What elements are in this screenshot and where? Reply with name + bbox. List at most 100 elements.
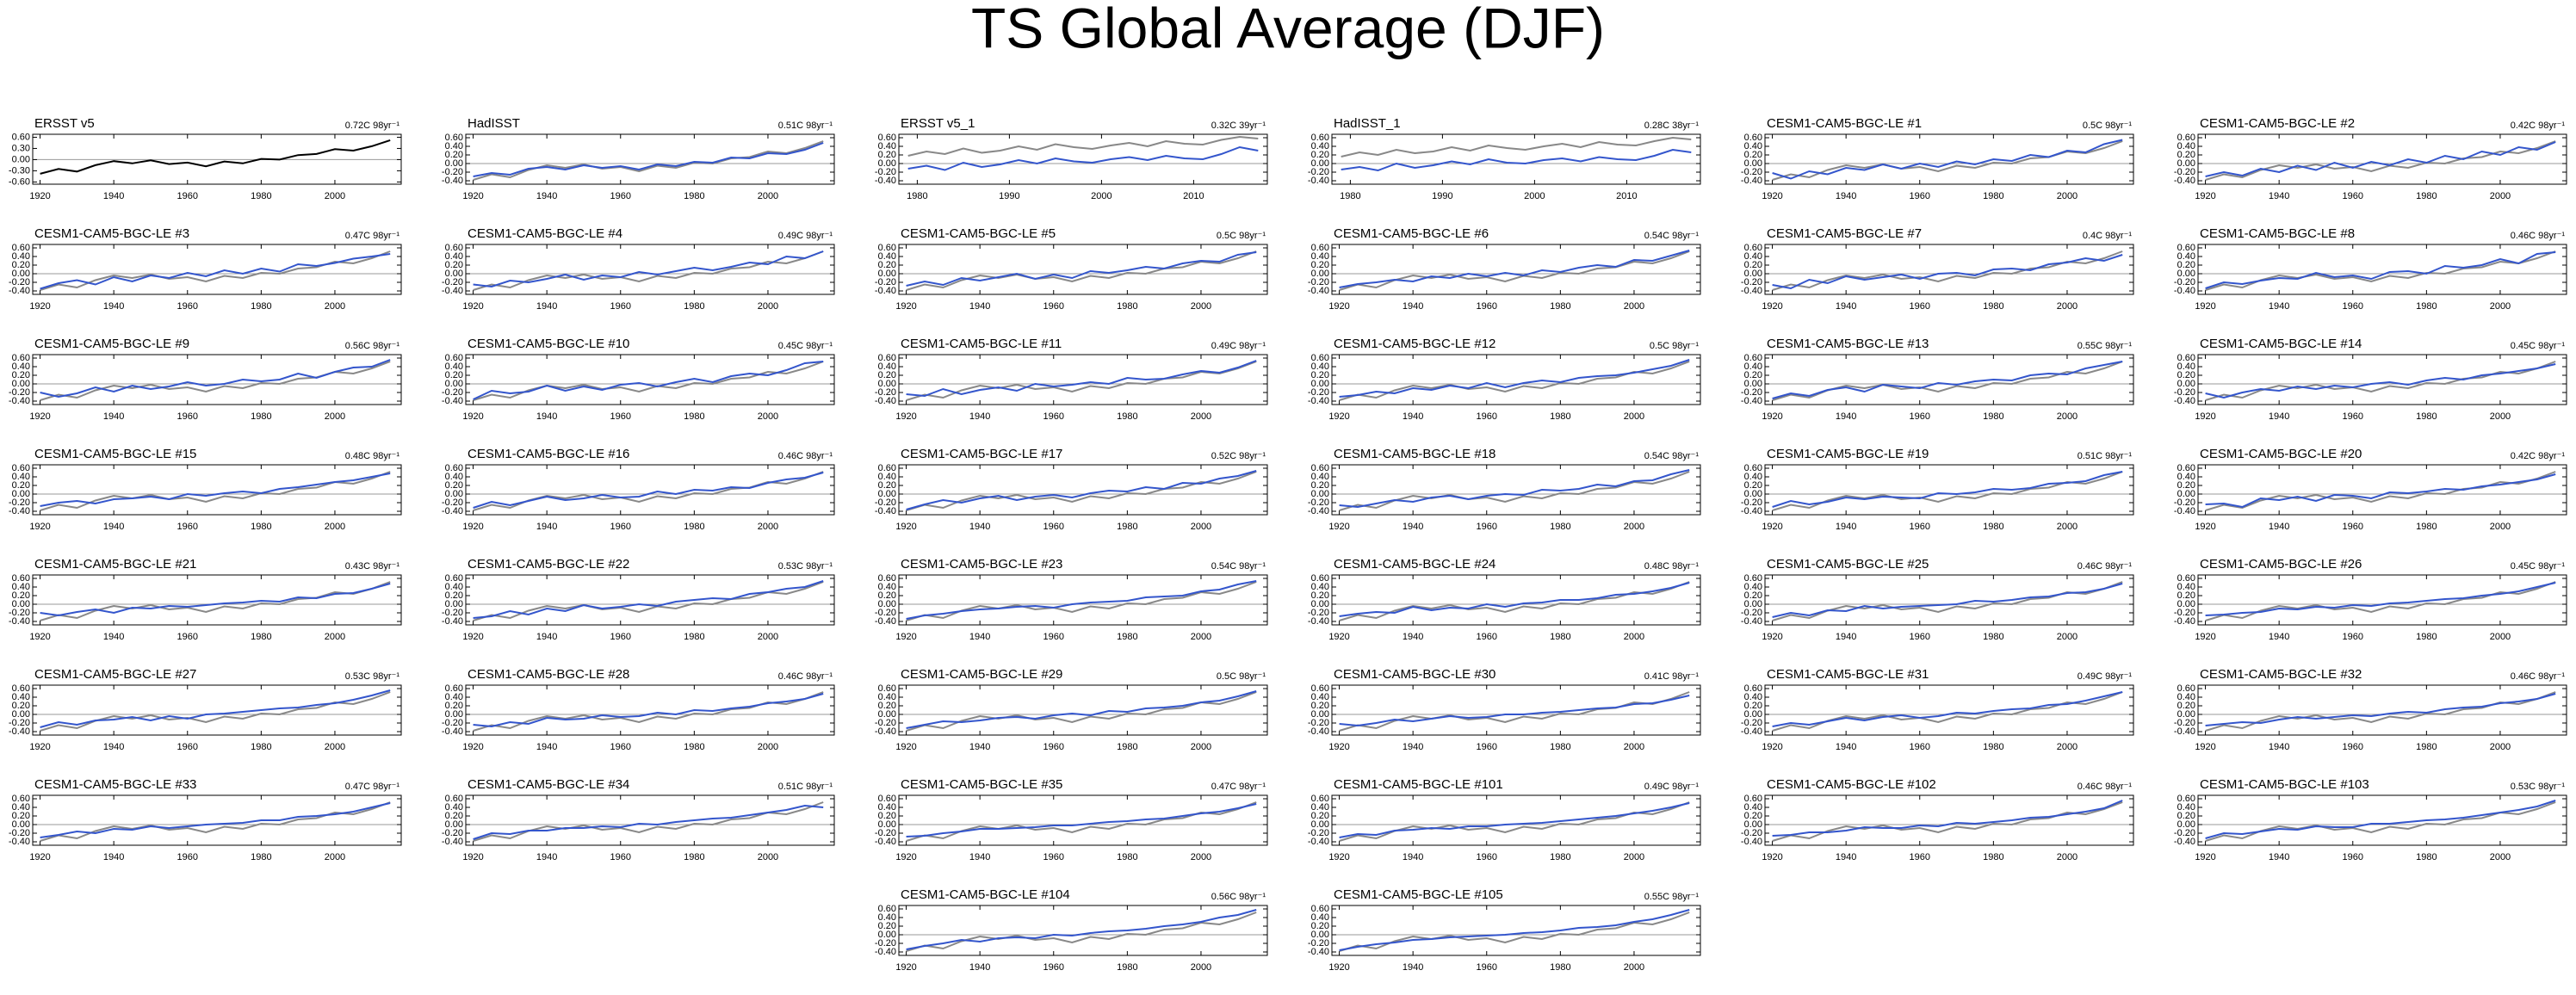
x-tick-label: 1940 <box>536 632 557 642</box>
x-tick-label: 2000 <box>2490 411 2511 422</box>
y-tick-label: 0.40 <box>1311 141 1329 151</box>
y-tick-label: 0.40 <box>1311 582 1329 592</box>
y-tick-label: 0.60 <box>1744 794 1762 804</box>
panel-title: CESM1-CAM5-BGC-LE #15 <box>34 447 196 461</box>
y-tick-label: 0.00 <box>878 158 896 169</box>
plot-frame <box>2197 794 2567 846</box>
x-tick-label: 1960 <box>1910 742 1930 752</box>
x-tick-label: 2000 <box>758 301 778 312</box>
x-tick-label: 1920 <box>1762 191 1782 201</box>
y-tick-label: -0.20 <box>1741 387 1762 398</box>
y-tick-label: 0.40 <box>445 582 463 592</box>
plot-frame <box>1764 244 2134 295</box>
panel-title: CESM1-CAM5-BGC-LE #17 <box>901 447 1062 461</box>
y-tick-label: 0.20 <box>12 370 30 380</box>
x-tick-label: 1920 <box>2195 632 2215 642</box>
x-tick-label: 2000 <box>2490 191 2511 201</box>
y-tick-label: 0.20 <box>1311 150 1329 160</box>
x-tick-label: 1980 <box>684 522 704 532</box>
panel-title: CESM1-CAM5-BGC-LE #104 <box>901 887 1070 902</box>
plot-frame <box>1331 574 1701 626</box>
y-tick-label: 0.00 <box>445 819 463 830</box>
series-line <box>473 472 824 509</box>
plot-frame <box>1331 354 1701 405</box>
y-tick-label: -0.40 <box>442 837 463 847</box>
series-line <box>2205 471 2556 511</box>
y-tick-label: 0.60 <box>2177 683 2195 694</box>
y-tick-label: 0.00 <box>445 269 463 279</box>
x-tick-label: 1960 <box>1043 411 1064 422</box>
panel-title: CESM1-CAM5-BGC-LE #105 <box>1334 887 1503 902</box>
trend-label: 0.53C 98yr⁻¹ <box>778 561 833 572</box>
series-line <box>2205 691 2556 732</box>
y-tick-label: 0.20 <box>12 480 30 491</box>
x-tick-label: 2000 <box>1191 852 1211 862</box>
x-tick-label: 1920 <box>1762 301 1782 312</box>
x-tick-label: 1920 <box>1328 742 1349 752</box>
x-tick-label: 2000 <box>325 301 345 312</box>
y-tick-label: 0.40 <box>2177 251 2195 262</box>
panel: CESM1-CAM5-BGC-LE #30 0.41C 98yr⁻¹ 0.600.4… <box>1308 667 1701 752</box>
x-tick-label: 2000 <box>758 852 778 862</box>
series-line <box>1772 139 2123 180</box>
y-tick-label: 0.40 <box>1744 141 1762 151</box>
y-tick-label: 0.20 <box>445 590 463 601</box>
series-line <box>40 802 391 838</box>
panel-title: CESM1-CAM5-BGC-LE #3 <box>34 226 189 241</box>
y-tick-label: 0.00 <box>2177 819 2195 830</box>
panel-title: CESM1-CAM5-BGC-LE #14 <box>2200 337 2362 351</box>
x-tick-label: 2000 <box>325 632 345 642</box>
y-tick-label: 0.20 <box>1744 480 1762 491</box>
plot-frame <box>1331 684 1701 736</box>
series-line <box>473 691 824 732</box>
x-tick-label: 1940 <box>1836 632 1856 642</box>
panel-title: CESM1-CAM5-BGC-LE #11 <box>901 337 1062 351</box>
y-tick-label: 0.20 <box>1311 811 1329 821</box>
y-tick-label: -0.20 <box>1308 828 1329 838</box>
series-line <box>1772 471 2123 511</box>
y-tick-label: 0.00 <box>2177 269 2195 279</box>
series-line <box>40 471 391 511</box>
y-tick-label: -0.40 <box>2174 506 2195 516</box>
x-tick-label: 2000 <box>1191 962 1211 973</box>
x-tick-label: 1960 <box>177 852 198 862</box>
y-tick-label: 0.00 <box>1311 269 1329 279</box>
y-tick-label: -0.40 <box>9 396 30 406</box>
y-tick-label: -0.20 <box>1741 828 1762 838</box>
x-tick-label: 1960 <box>1910 632 1930 642</box>
panel-title: CESM1-CAM5-BGC-LE #103 <box>2200 777 2369 792</box>
trend-label: 0.55C 98yr⁻¹ <box>1644 892 1700 902</box>
plot-frame <box>898 244 1268 295</box>
x-tick-label: 2000 <box>758 632 778 642</box>
y-tick-label: 0.20 <box>878 921 896 931</box>
y-tick-label: 0.00 <box>1744 379 1762 389</box>
plot-frame <box>465 684 835 736</box>
y-tick-label: -0.20 <box>1741 498 1762 508</box>
x-tick-label: 1960 <box>1477 632 1497 642</box>
x-tick-label: 2010 <box>1183 191 1204 201</box>
y-tick-label: 0.00 <box>1744 599 1762 609</box>
x-tick-label: 1960 <box>1043 962 1064 973</box>
panel-title: CESM1-CAM5-BGC-LE #33 <box>34 777 196 792</box>
y-tick-label: 0.60 <box>445 353 463 363</box>
y-tick-label: 0.60 <box>445 133 463 143</box>
y-tick-label: -0.20 <box>1308 167 1329 177</box>
plot-frame <box>1331 794 1701 846</box>
y-tick-label: -0.20 <box>875 718 896 728</box>
x-tick-label: 1920 <box>1328 522 1349 532</box>
panel: CESM1-CAM5-BGC-LE #6 0.54C 98yr⁻¹ 0.600.40… <box>1308 226 1701 312</box>
y-tick-label: 0.60 <box>1311 794 1329 804</box>
series-line <box>40 801 391 842</box>
panel: CESM1-CAM5-BGC-LE #31 0.49C 98yr⁻¹ 0.600.4… <box>1741 667 2134 752</box>
x-tick-label: 1940 <box>969 742 990 752</box>
x-tick-label: 1980 <box>1117 411 1137 422</box>
panel: CESM1-CAM5-BGC-LE #18 0.54C 98yr⁻¹ 0.600.4… <box>1308 447 1701 532</box>
trend-label: 0.47C 98yr⁻¹ <box>345 231 400 241</box>
x-tick-label: 1960 <box>610 411 631 422</box>
y-tick-label: -0.20 <box>1741 718 1762 728</box>
x-tick-label: 1960 <box>1477 522 1497 532</box>
series-line <box>906 471 1257 511</box>
panel-title: ERSST v5 <box>34 116 95 131</box>
y-tick-label: -0.20 <box>9 608 30 618</box>
y-tick-label: 0.60 <box>1311 463 1329 473</box>
